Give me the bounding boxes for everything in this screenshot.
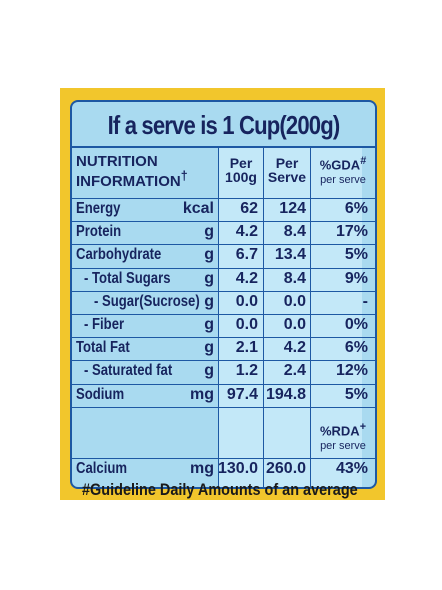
row-line	[72, 221, 375, 223]
per-100g: 97.4	[226, 385, 258, 403]
header-rda: %RDA	[319, 423, 360, 439]
per-serve: 4.2	[283, 339, 306, 357]
per-serve: 2.4	[283, 362, 306, 380]
gda: 5%	[344, 246, 368, 264]
gda: 9%	[344, 269, 368, 287]
per-serve: 13.4	[274, 246, 306, 264]
row-line	[72, 337, 375, 339]
per-serve: 124	[279, 200, 306, 217]
nutrient-name: Sodium	[76, 385, 125, 403]
nutrient-name: Calcium	[76, 460, 128, 477]
unit: g	[204, 292, 214, 310]
per-100g: 0.0	[235, 292, 258, 310]
nutrient-name: Protein	[76, 223, 122, 241]
unit: g	[204, 246, 214, 264]
unit: mg	[190, 385, 214, 403]
per-serve: 0.0	[283, 292, 306, 310]
row-line	[72, 360, 375, 362]
nutrient-name: - Saturated fat	[84, 362, 173, 380]
per-100g: 2.1	[235, 339, 258, 357]
nutrient-name: Total Fat	[76, 339, 130, 357]
per-100g: 4.2	[235, 269, 258, 287]
mark: †	[180, 169, 188, 183]
per-serve: 8.4	[283, 223, 306, 241]
per-100g: 130.0	[218, 460, 259, 477]
gda: 6%	[344, 200, 368, 217]
row-line	[72, 406, 375, 408]
gda: 5%	[344, 385, 368, 403]
unit: mg	[190, 460, 214, 477]
per-100g: 4.2	[235, 223, 258, 241]
gda: 6%	[344, 339, 368, 357]
unit: g	[204, 339, 214, 357]
row-line	[72, 383, 375, 385]
unit: g	[204, 223, 214, 241]
mark: #	[360, 155, 367, 167]
row-line	[72, 244, 375, 246]
row-line	[72, 267, 375, 269]
nutrition-panel: If a serve is 1 Cup(200g) NUTRITION INFO…	[70, 100, 377, 489]
per-100g: 0.0	[235, 316, 258, 333]
per-serve: 194.8	[266, 385, 307, 403]
gda: -	[362, 292, 368, 310]
header-per-100g: Per 100g	[225, 155, 257, 185]
mark: +	[359, 421, 367, 433]
per-100g: 1.2	[235, 362, 258, 380]
per-serve: 0.0	[283, 316, 306, 333]
footnote: #Guideline Daily Amounts of an average	[82, 480, 358, 499]
row-line	[72, 314, 375, 315]
header-gda: %GDA	[319, 157, 361, 173]
header-sub: per serve	[320, 174, 366, 187]
header-per-serve: Per Serve	[267, 155, 307, 185]
divider	[310, 148, 311, 487]
gda: 0%	[344, 316, 368, 333]
per-serve: 8.4	[283, 269, 306, 287]
divider	[72, 146, 375, 148]
row-line	[72, 290, 375, 292]
header-name: NUTRITION INFORMATION†	[76, 153, 188, 190]
divider	[263, 148, 264, 487]
nutrient-name: - Fiber	[84, 316, 125, 333]
gda: 12%	[335, 362, 368, 380]
nutrient-name: Energy	[76, 200, 121, 217]
nutrient-name: - Total Sugars	[84, 269, 171, 287]
row-line	[72, 198, 375, 199]
row-line	[72, 458, 375, 459]
gda: 17%	[335, 223, 368, 241]
header-text: NUTRITION INFORMATION	[76, 153, 181, 190]
per-100g: 62	[240, 200, 258, 217]
per-100g: 6.7	[235, 246, 258, 264]
unit: g	[204, 269, 214, 287]
nutrient-name: Carbohydrate	[76, 246, 162, 264]
gda: 43%	[335, 460, 368, 477]
serve-title: If a serve is 1 Cup(200g)	[107, 110, 341, 140]
unit: g	[204, 362, 214, 380]
column-bg	[218, 148, 362, 487]
nutrient-name: - Sugar(Sucrose)	[94, 292, 200, 310]
unit: g	[204, 316, 214, 333]
unit: kcal	[182, 200, 214, 217]
header-sub: per serve	[320, 440, 366, 453]
per-serve: 260.0	[266, 460, 307, 477]
divider	[218, 148, 219, 487]
package: If a serve is 1 Cup(200g) NUTRITION INFO…	[60, 88, 385, 500]
